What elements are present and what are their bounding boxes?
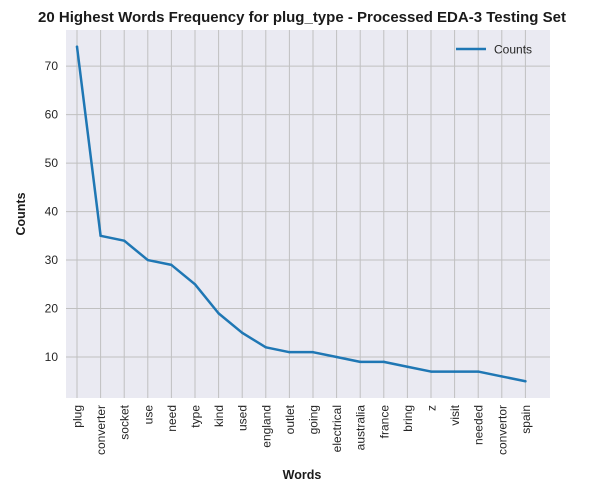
y-tick-label: 70 — [45, 59, 59, 73]
y-tick-labels: 10 20 30 40 50 60 70 — [45, 59, 59, 364]
data-point — [241, 331, 244, 334]
data-point — [524, 380, 527, 383]
y-tick-label: 50 — [45, 156, 59, 170]
x-tick-label: type — [189, 405, 203, 428]
data-point — [406, 365, 409, 368]
x-tick-labels: plug converter socket use need type kind used en… — [71, 404, 533, 455]
plot-area — [66, 30, 550, 398]
grid-lines — [66, 30, 550, 398]
data-point — [75, 45, 79, 48]
x-tick-label: need — [165, 405, 179, 432]
legend-label: Counts — [494, 43, 532, 57]
x-tick-label: needed — [472, 405, 486, 445]
data-point — [477, 370, 480, 373]
x-tick-label: use — [141, 405, 155, 425]
x-tick-label: france — [377, 405, 391, 439]
x-tick-label: outlet — [283, 404, 297, 434]
x-tick-label: used — [236, 405, 250, 431]
data-point — [170, 263, 173, 267]
x-tick-label: electrical — [330, 405, 344, 452]
chart-title: 20 Highest Words Frequency for plug_type… — [38, 9, 566, 26]
data-point — [453, 370, 456, 373]
y-tick-label: 40 — [45, 205, 59, 219]
x-tick-label: z — [425, 405, 439, 411]
legend: Counts — [456, 43, 532, 57]
data-point — [311, 350, 315, 354]
data-point — [500, 375, 503, 378]
x-tick-label: going — [307, 405, 321, 434]
x-tick-label: australia — [354, 405, 368, 451]
x-tick-label: spain — [519, 405, 533, 434]
data-point — [264, 346, 267, 349]
data-point — [217, 312, 220, 315]
y-tick-label: 30 — [45, 253, 59, 267]
series-lines — [75, 45, 527, 383]
data-point — [335, 355, 338, 359]
data-point — [359, 360, 362, 364]
data-point — [288, 350, 291, 354]
series-line-counts — [75, 45, 527, 383]
x-axis-label: Words — [283, 468, 322, 482]
x-tick-label: england — [259, 405, 273, 448]
x-tick-label: visit — [448, 404, 462, 425]
x-tick-label: plug — [71, 405, 85, 428]
y-tick-label: 10 — [45, 350, 59, 364]
data-point — [123, 239, 126, 242]
x-tick-label: bring — [401, 405, 415, 432]
y-axis-label: Counts — [14, 192, 28, 235]
x-tick-label: socket — [118, 404, 132, 439]
data-point — [193, 283, 197, 286]
y-tick-label: 60 — [45, 108, 59, 122]
data-point — [382, 360, 385, 364]
x-tick-label: convertor — [495, 405, 509, 455]
data-point — [146, 258, 149, 262]
x-tick-label: kind — [212, 405, 226, 427]
data-point — [429, 370, 433, 373]
x-tick-label: converter — [94, 405, 108, 455]
data-point — [99, 234, 102, 238]
y-tick-label: 20 — [45, 302, 59, 316]
